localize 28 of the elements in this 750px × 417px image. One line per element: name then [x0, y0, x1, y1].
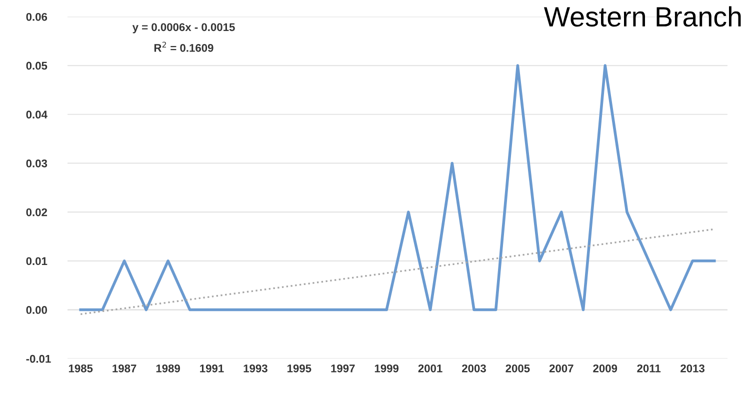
x-tick-label: 1991 — [200, 364, 224, 372]
y-tick-label: 0.02 — [26, 208, 48, 216]
y-tick-label: 0.01 — [26, 257, 48, 266]
x-tick-label: 1993 — [244, 364, 268, 372]
y-tick-label: 0.04 — [26, 110, 48, 119]
y-tick-label: 0.00 — [26, 306, 48, 314]
line-series — [80, 228, 716, 316]
x-tick-label: 1995 — [288, 364, 312, 372]
x-tick-label: 2009 — [593, 364, 618, 372]
x-tick-label: 2005 — [506, 364, 530, 372]
y-tick-label: -0.01 — [26, 354, 51, 363]
y-tick-label: 0.06 — [26, 12, 48, 21]
x-tick-label: 1987 — [112, 364, 136, 372]
annotation: y = 0.0006x - 0.0015 — [132, 23, 235, 34]
x-tick-label: 2011 — [637, 364, 661, 372]
y-tick-label: 0.05 — [26, 62, 48, 70]
x-tick-label: 1985 — [68, 364, 93, 372]
annotation: R$^{2}$ = 0.1609 — [154, 42, 214, 52]
x-tick-label: 2001 — [418, 364, 442, 372]
chart-title: Western Branch — [544, 6, 741, 27]
y-tick-label: 0.03 — [26, 159, 48, 168]
x-tick-label: 1989 — [156, 364, 180, 372]
x-tick-label: 1999 — [374, 364, 399, 372]
x-tick-label: 1997 — [331, 364, 355, 372]
x-tick-label: 2013 — [680, 364, 704, 372]
x-tick-label: 2003 — [462, 364, 486, 372]
x-tick-label: 2007 — [549, 364, 574, 372]
line-series — [79, 64, 716, 312]
